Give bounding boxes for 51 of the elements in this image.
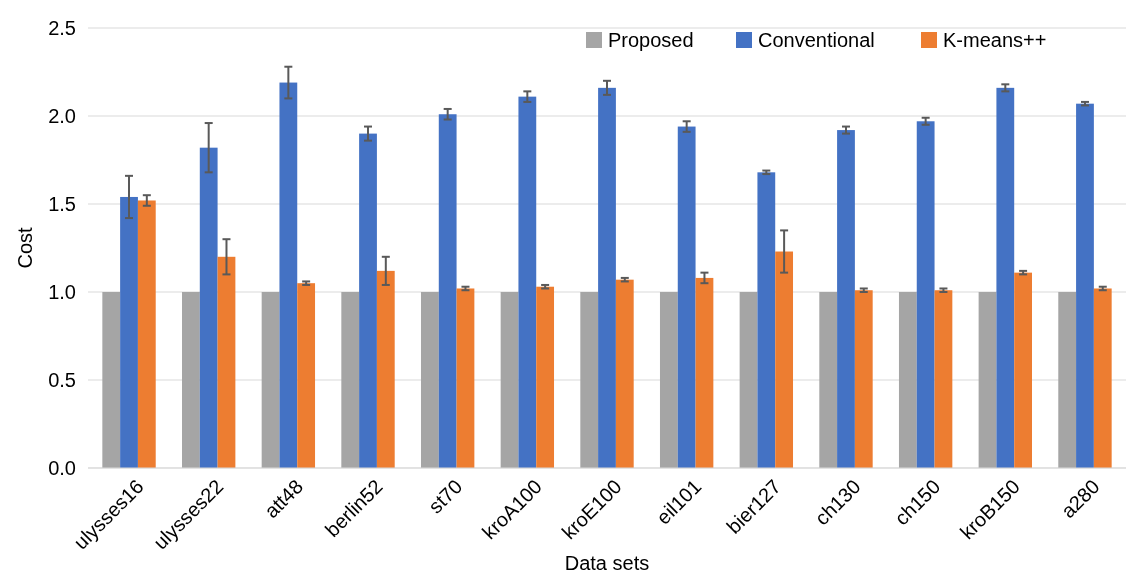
bar xyxy=(182,292,200,468)
bar xyxy=(359,133,377,468)
bar xyxy=(536,286,555,468)
bar xyxy=(677,126,696,468)
y-tick-label: 2.5 xyxy=(48,17,76,39)
bar xyxy=(580,292,599,468)
bar xyxy=(1093,288,1112,468)
y-tick-label: 1.5 xyxy=(48,193,76,215)
bar xyxy=(695,277,714,468)
bar xyxy=(819,292,838,468)
y-tick-label: 0.5 xyxy=(48,369,76,391)
bar xyxy=(775,251,794,468)
bar xyxy=(934,290,953,468)
bar xyxy=(438,114,457,468)
bar xyxy=(615,279,634,468)
y-tick-label: 0.0 xyxy=(48,457,76,479)
bar xyxy=(420,292,439,468)
bar xyxy=(898,292,917,468)
bar xyxy=(456,288,475,468)
bar xyxy=(199,147,218,468)
bar xyxy=(376,270,395,468)
bar xyxy=(261,292,280,468)
bar xyxy=(279,82,298,468)
legend-label: K-means++ xyxy=(943,29,1047,51)
bar xyxy=(1058,292,1077,468)
legend-label: Conventional xyxy=(758,29,875,51)
bar xyxy=(978,292,997,468)
y-tick-label: 2.0 xyxy=(48,105,76,127)
bar xyxy=(518,96,537,468)
bar xyxy=(996,87,1015,468)
legend-label: Proposed xyxy=(608,29,694,51)
bar xyxy=(739,292,758,468)
bar xyxy=(297,283,316,468)
bar xyxy=(102,292,121,468)
bar xyxy=(1014,272,1032,468)
x-tick-label: st70 xyxy=(424,475,467,518)
bar xyxy=(1076,103,1094,468)
bar xyxy=(854,290,873,468)
bar xyxy=(659,292,678,468)
bar xyxy=(598,87,616,468)
bar xyxy=(916,121,935,468)
y-tick-label: 1.0 xyxy=(48,281,76,303)
bar xyxy=(217,256,236,468)
y-axis-title: Cost xyxy=(14,227,36,269)
bar xyxy=(837,130,855,468)
x-axis-title: Data sets xyxy=(564,552,650,574)
bar xyxy=(341,292,360,468)
bar xyxy=(137,200,156,468)
bar xyxy=(757,172,776,468)
bar xyxy=(120,196,138,468)
bar xyxy=(500,292,519,468)
